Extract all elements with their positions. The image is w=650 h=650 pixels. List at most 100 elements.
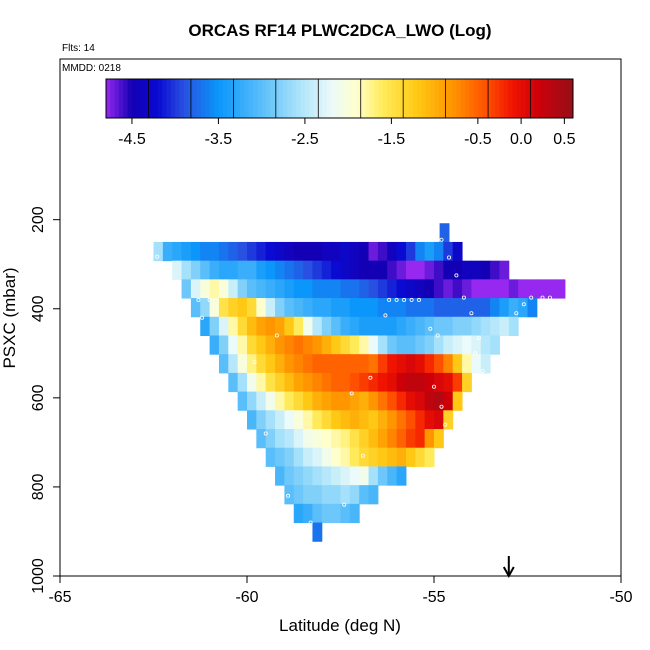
heatmap-cell [200, 298, 211, 318]
colorbar-segment [183, 79, 189, 118]
heatmap-cell [340, 447, 351, 467]
sample-point [252, 360, 257, 365]
heatmap-cell [349, 447, 360, 467]
heatmap-cell [424, 410, 435, 430]
colorbar-segment [144, 79, 150, 118]
heatmap-cell [387, 260, 398, 280]
heatmap-cell [218, 241, 229, 262]
heatmap-cell [490, 260, 500, 280]
heatmap-cell [237, 298, 248, 318]
y-tick-label: 600 [30, 384, 47, 411]
heatmap-cell [368, 279, 379, 299]
heatmap-cell [312, 260, 323, 280]
heatmap-cell [275, 241, 285, 262]
heatmap-cell [518, 279, 528, 299]
heatmap-cell [434, 354, 444, 374]
heatmap-cell [340, 372, 351, 393]
heatmap-cell [303, 241, 313, 262]
heatmap-cell [265, 410, 276, 430]
colorbar-segment [114, 79, 120, 118]
heatmap-cell [368, 429, 379, 449]
heatmap-cell [228, 298, 239, 318]
heatmap-cell [321, 391, 332, 411]
heatmap-cell [377, 447, 388, 467]
heatmap-cell [256, 316, 267, 336]
heatmap-cell [415, 391, 426, 411]
heatmap-cell [218, 298, 229, 318]
heatmap-cell [275, 447, 285, 467]
heatmap-cell [368, 447, 379, 467]
heatmap-cell [340, 503, 351, 524]
colorbar-segment [456, 79, 461, 118]
y-tick-label: 200 [30, 206, 47, 233]
heatmap-cell [284, 298, 295, 318]
sample-point [286, 493, 291, 498]
heatmap-cell [387, 316, 398, 336]
heatmap-cell [200, 316, 211, 336]
colorbar-segment [222, 79, 228, 118]
colorbar-segment [162, 79, 167, 118]
heatmap-cell [153, 241, 164, 262]
heatmap-cell [349, 354, 360, 374]
heatmap-cell [228, 241, 239, 262]
heatmap-cell [284, 466, 295, 486]
heatmap-cell [256, 335, 267, 355]
colorbar-segment [477, 79, 483, 118]
colorbar-segment [309, 79, 314, 118]
x-tick-label: -50 [609, 589, 632, 606]
sample-point [349, 391, 354, 396]
heatmap-cell [303, 410, 313, 430]
heatmap-cell [321, 429, 332, 449]
colorbar-segment [408, 79, 414, 118]
heatmap-cell [293, 429, 304, 449]
heatmap-cell [480, 335, 491, 355]
heatmap-cell [368, 241, 379, 262]
heatmap-cell [237, 354, 248, 374]
heatmap-cell [396, 354, 407, 374]
heatmap-cell [443, 279, 454, 299]
colorbar-segment [551, 79, 557, 118]
colorbar-segment [235, 79, 241, 118]
heatmap-cell [359, 410, 370, 430]
heatmap-cell [443, 298, 454, 318]
heatmap-cell [247, 316, 257, 336]
heatmap-cell [415, 241, 426, 262]
heatmap-cell [434, 298, 444, 318]
heatmap-cell [275, 260, 285, 280]
heatmap-cell [396, 279, 407, 299]
colorbar-segment [391, 79, 397, 118]
heatmap-cell [480, 279, 491, 299]
sample-point [200, 315, 205, 320]
heatmap-cell [275, 391, 285, 411]
heatmap-cell [443, 335, 454, 355]
heatmap-cell [247, 410, 257, 430]
colorbar-tick-label: -0.5 [464, 131, 492, 148]
heatmap-cell [293, 354, 304, 374]
colorbar-segment [265, 79, 271, 118]
heatmap-cell [359, 279, 370, 299]
colorbar-segment [482, 79, 487, 118]
heatmap-cell [349, 279, 360, 299]
heatmap-cell [303, 391, 313, 411]
heatmap-cell [424, 354, 435, 374]
heatmap-cell [368, 410, 379, 430]
heatmap-cell [331, 391, 341, 411]
heatmap-cell [312, 298, 323, 318]
heatmap-cell [275, 372, 285, 393]
heatmap-cell [424, 391, 435, 411]
colorbar-segment [296, 79, 301, 118]
heatmap-cell [424, 429, 435, 449]
heatmap-cell [209, 316, 220, 336]
heatmap-cell [462, 354, 472, 374]
heatmap-cell [443, 391, 454, 411]
colorbar-segment [274, 79, 280, 118]
heatmap-cell [387, 410, 398, 430]
heatmap-cell [293, 279, 304, 299]
heatmap-cell [387, 354, 398, 374]
heatmap-cell [471, 298, 482, 318]
heatmap-cell [331, 354, 341, 374]
arrow-head [502, 566, 515, 579]
colorbar-segment [192, 79, 198, 118]
colorbar-segment [425, 79, 431, 118]
heatmap-cell [508, 316, 519, 336]
